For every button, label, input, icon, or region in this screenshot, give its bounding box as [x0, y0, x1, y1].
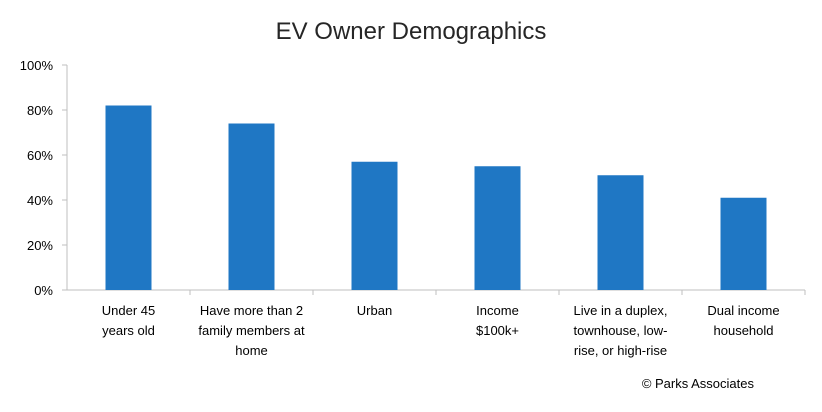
x-tick-label: Under 45 years old [102, 303, 155, 338]
bar [351, 161, 398, 290]
y-tick-label: 0% [34, 283, 53, 298]
x-tick-label: Income $100k+ [476, 303, 519, 338]
chart-title: EV Owner Demographics [275, 18, 547, 45]
bar [720, 197, 767, 290]
y-tick-label: 20% [27, 238, 53, 253]
y-tick-label: 60% [27, 148, 53, 163]
credit-text: © Parks Associates [641, 376, 754, 391]
x-tick-label: Dual income household [707, 303, 779, 338]
bar [105, 105, 152, 290]
y-tick-label: 80% [27, 103, 53, 118]
y-tick-label: 40% [27, 193, 53, 208]
bar [228, 123, 275, 290]
x-tick-label: Live in a duplex, townhouse, low-rise, or… [574, 303, 668, 358]
bar [474, 166, 521, 290]
x-tick-label: Urban [357, 303, 392, 318]
y-tick-label: 100% [20, 58, 54, 73]
bar [597, 175, 644, 290]
x-tick-label: Have more than 2 family members at home [198, 303, 305, 358]
